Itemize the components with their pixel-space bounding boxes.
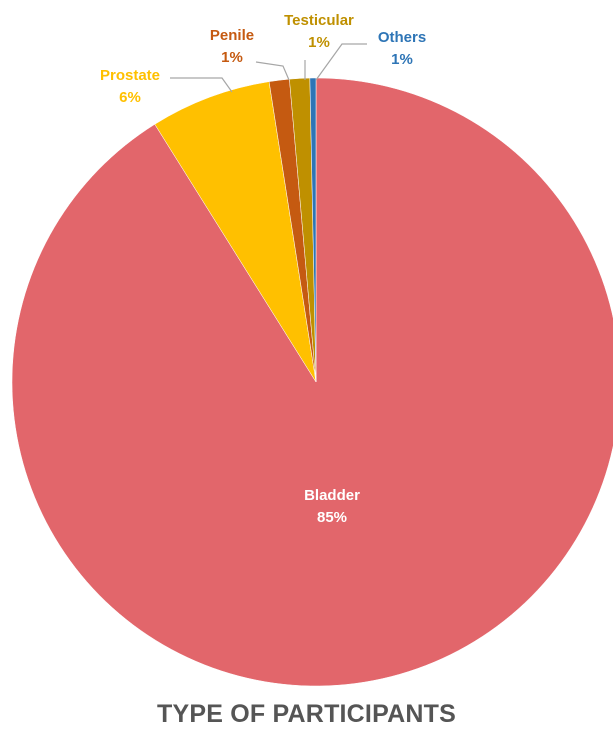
leader-line-prostate xyxy=(170,77,233,93)
slice-label-others: Others xyxy=(378,29,426,46)
leader-line-others xyxy=(315,43,367,81)
chart-title: TYPE OF PARTICIPANTS xyxy=(157,700,456,728)
pie-slice-others xyxy=(309,77,317,383)
pie-slice-prostate xyxy=(154,81,317,383)
leader-line-penile xyxy=(255,61,290,81)
slice-value-prostate: 6% xyxy=(119,89,141,106)
slice-label-bladder: Bladder xyxy=(304,487,360,504)
slice-value-others: 1% xyxy=(391,51,413,68)
slice-value-penile: 1% xyxy=(221,49,243,66)
slice-value-testicular: 1% xyxy=(308,34,330,51)
slice-value-bladder: 85% xyxy=(317,509,347,526)
slice-label-penile: Penile xyxy=(210,27,254,44)
pie-slice-bladder xyxy=(11,77,613,687)
slice-label-testicular: Testicular xyxy=(284,12,354,29)
slice-label-prostate: Prostate xyxy=(100,67,160,84)
